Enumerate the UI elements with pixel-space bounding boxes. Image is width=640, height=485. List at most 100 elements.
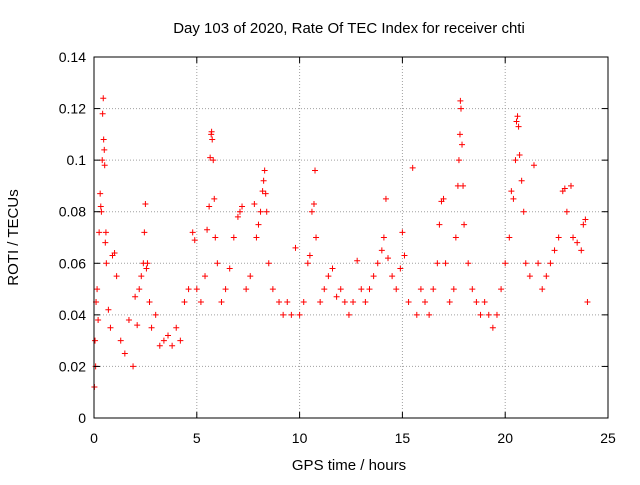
data-point <box>142 200 149 207</box>
data-point <box>247 273 254 280</box>
data-point <box>226 265 233 272</box>
data-point <box>136 286 143 293</box>
data-point <box>276 298 283 305</box>
data-point <box>417 286 424 293</box>
data-point <box>189 229 196 236</box>
data-point <box>399 229 406 236</box>
data-point <box>442 260 449 267</box>
data-point <box>434 260 441 267</box>
data-point <box>380 234 387 241</box>
x-tick-label: 5 <box>193 430 201 446</box>
data-point <box>430 286 437 293</box>
data-point <box>263 208 270 215</box>
data-point <box>218 298 225 305</box>
data-points <box>91 95 591 391</box>
data-point <box>452 234 459 241</box>
data-point <box>520 208 527 215</box>
data-point <box>516 151 523 158</box>
data-point <box>146 298 153 305</box>
data-point <box>362 298 369 305</box>
plot-frame <box>93 56 609 419</box>
data-point <box>426 311 433 318</box>
data-point <box>234 213 241 220</box>
data-point <box>253 234 260 241</box>
data-point <box>165 332 172 339</box>
data-point <box>102 239 109 246</box>
data-point <box>308 208 315 215</box>
data-point <box>300 298 307 305</box>
data-point <box>456 131 463 138</box>
data-point <box>95 317 102 324</box>
data-point <box>103 260 110 267</box>
data-point <box>251 200 258 207</box>
data-point <box>436 221 443 228</box>
data-point <box>508 188 515 195</box>
y-tick-label: 0.06 <box>59 255 86 271</box>
data-point <box>101 162 108 169</box>
data-point <box>493 311 500 318</box>
data-point <box>530 162 537 169</box>
data-point <box>477 311 484 318</box>
data-point <box>333 293 340 300</box>
data-point <box>107 324 114 331</box>
data-point <box>113 273 120 280</box>
data-point <box>99 110 106 117</box>
data-point <box>358 286 365 293</box>
y-tick-label: 0.14 <box>59 49 86 65</box>
data-point <box>156 342 163 349</box>
data-point <box>97 203 104 210</box>
data-point <box>243 286 250 293</box>
data-point <box>132 293 139 300</box>
data-point <box>473 298 480 305</box>
data-point <box>208 128 215 135</box>
chart-title: Day 103 of 2020, Rate Of TEC Index for r… <box>173 20 525 37</box>
data-point <box>515 123 522 130</box>
y-axis-label: ROTI / TECUs <box>5 189 22 285</box>
data-point <box>506 234 513 241</box>
data-point <box>288 311 295 318</box>
data-point <box>459 141 466 148</box>
data-point <box>117 337 124 344</box>
data-point <box>94 286 101 293</box>
data-point <box>209 136 216 143</box>
data-point <box>210 157 217 164</box>
y-tick-label: 0.04 <box>59 307 86 323</box>
data-point <box>214 260 221 267</box>
data-point <box>440 195 447 202</box>
data-point <box>510 195 517 202</box>
data-point <box>191 237 198 244</box>
data-point <box>255 221 262 228</box>
data-point <box>261 167 268 174</box>
data-point <box>169 342 176 349</box>
y-tick-label: 0 <box>78 410 86 426</box>
data-point <box>535 260 542 267</box>
data-point <box>460 182 467 189</box>
data-point <box>518 177 525 184</box>
data-point <box>512 157 519 164</box>
data-point <box>202 273 209 280</box>
data-point <box>152 311 159 318</box>
data-point <box>125 317 132 324</box>
data-point <box>485 311 492 318</box>
data-point <box>284 298 291 305</box>
data-point <box>382 195 389 202</box>
data-point <box>257 208 264 215</box>
data-point <box>378 247 385 254</box>
data-point <box>259 188 266 195</box>
data-point <box>502 260 509 267</box>
data-point <box>212 234 219 241</box>
data-point <box>345 311 352 318</box>
data-point <box>526 273 533 280</box>
data-point <box>121 350 128 357</box>
data-point <box>555 234 562 241</box>
data-point <box>211 195 218 202</box>
data-point <box>401 252 408 259</box>
data-point <box>397 265 404 272</box>
data-point <box>325 273 332 280</box>
data-point <box>514 113 521 120</box>
data-point <box>570 234 577 241</box>
x-axis-label: GPS time / hours <box>292 457 406 474</box>
data-point <box>177 337 184 344</box>
